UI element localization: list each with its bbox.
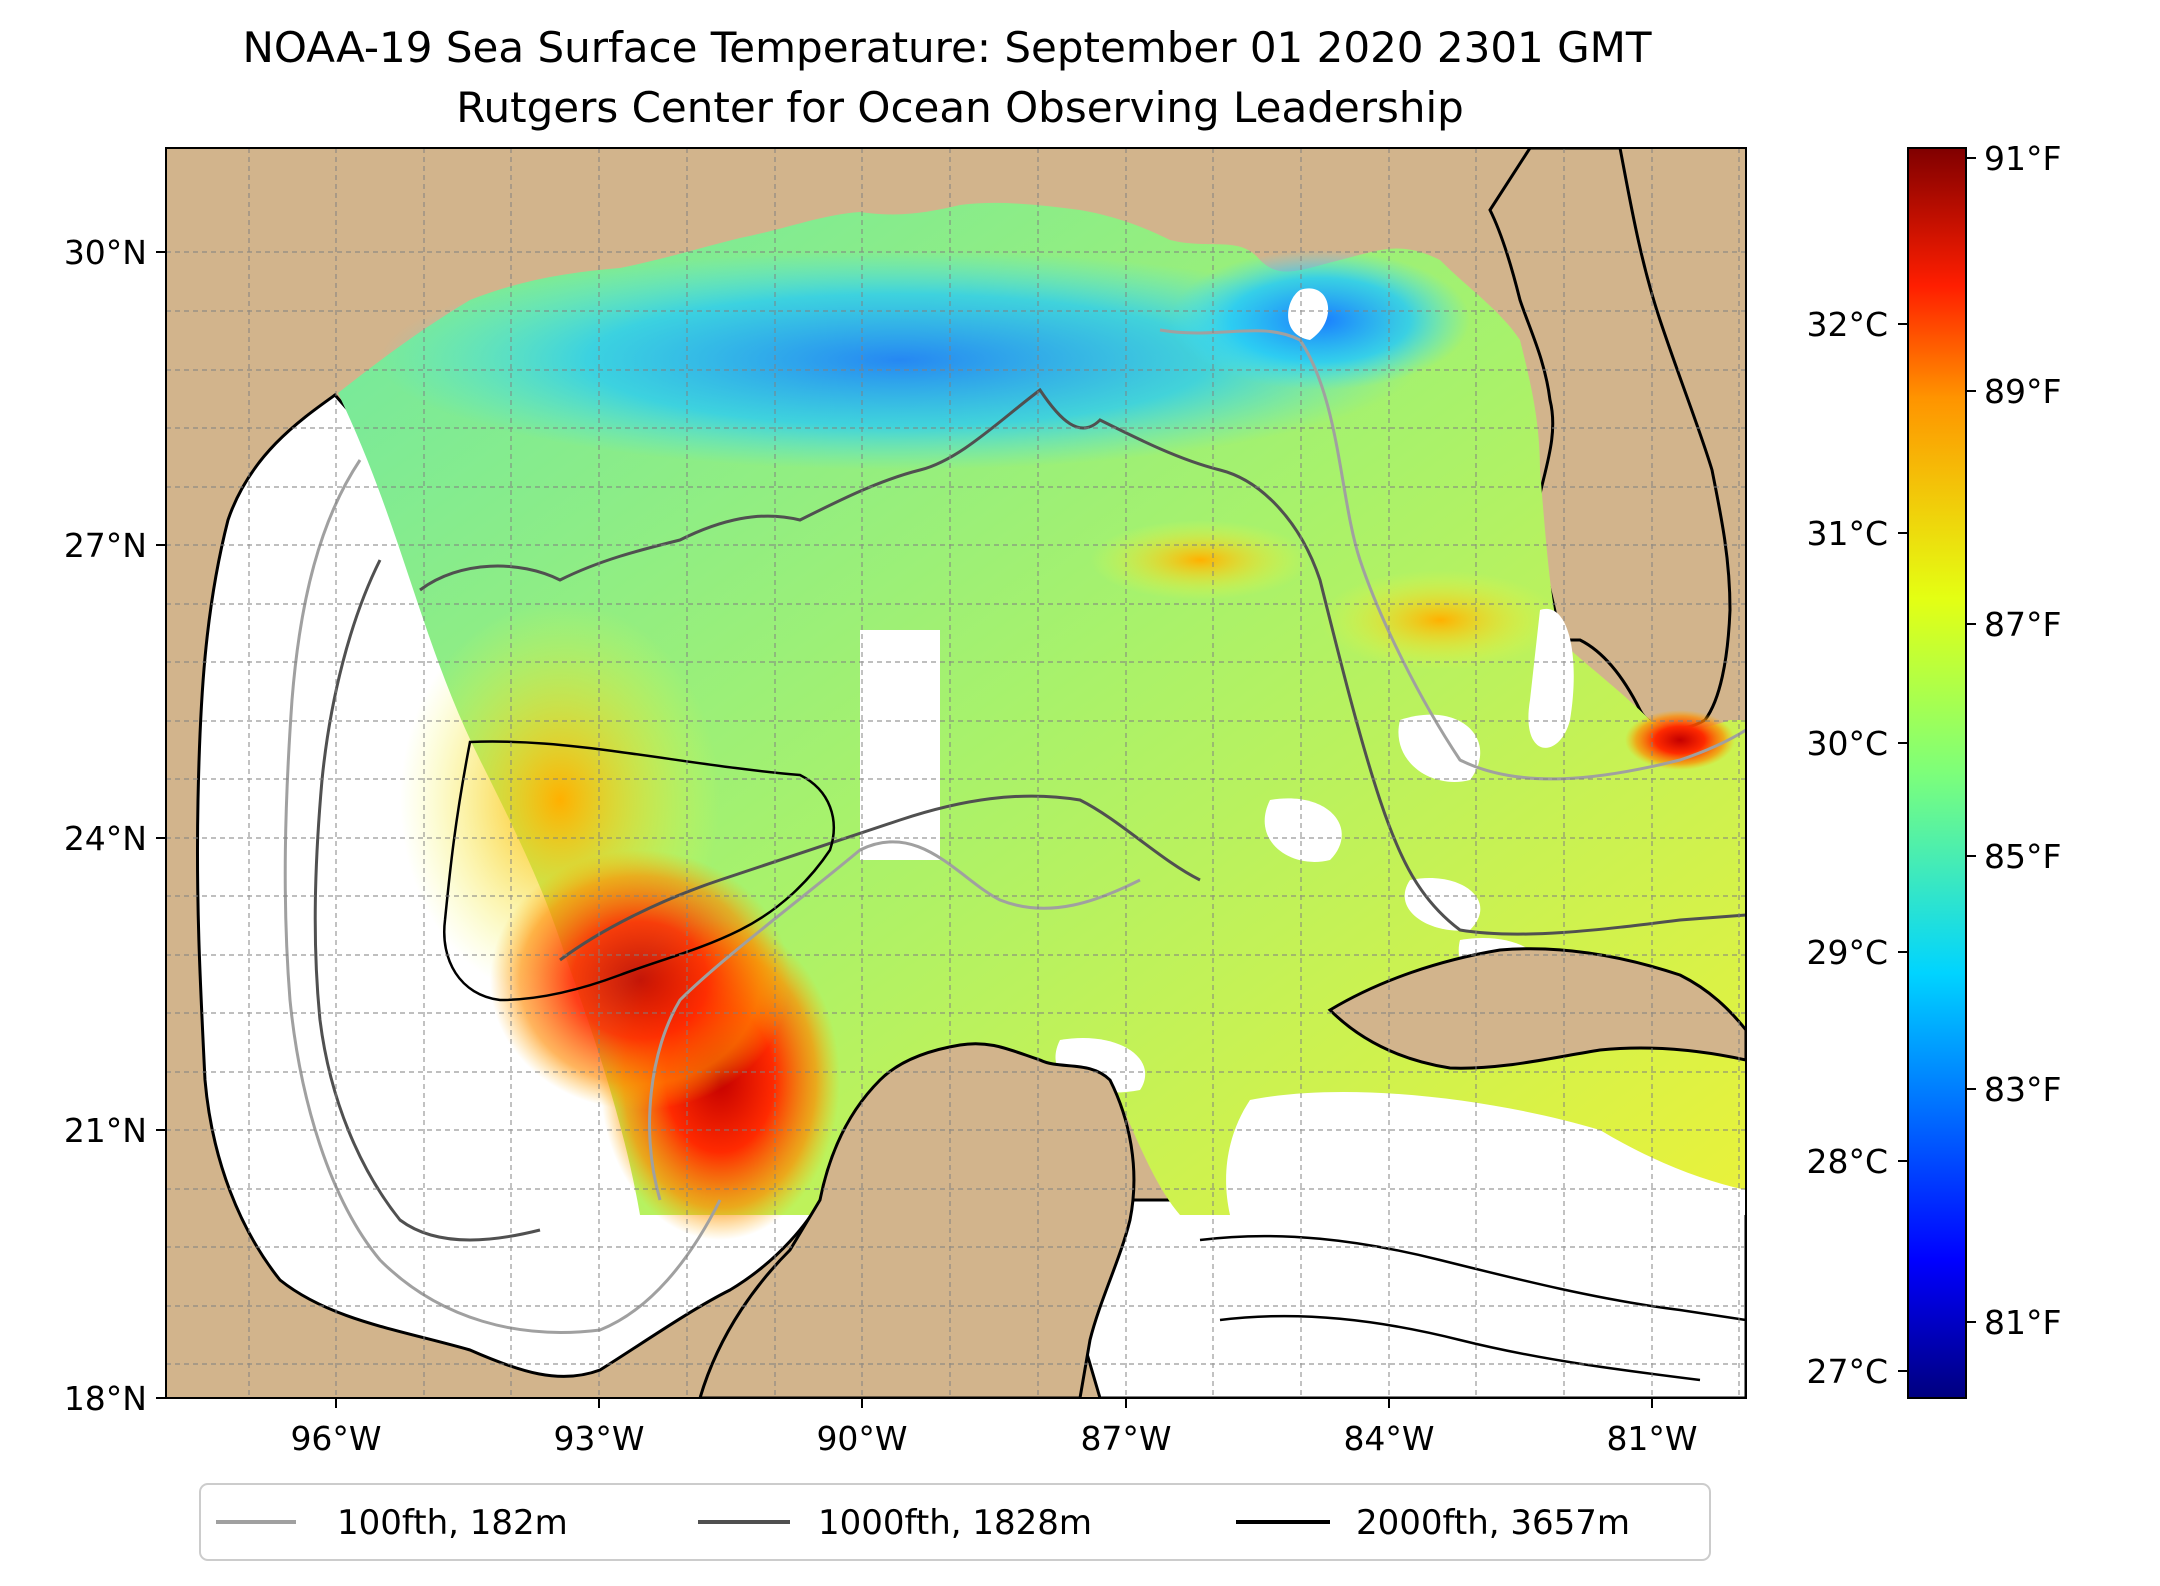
cb-c-28: 28°C xyxy=(1806,1142,1888,1181)
colorbar-c-ticks xyxy=(1898,323,1908,1372)
bathymetry-contours xyxy=(283,328,1746,1382)
legend-label-2000fth: 2000fth, 3657m xyxy=(1356,1503,1630,1543)
map-panel xyxy=(166,148,1746,1398)
lon-label-93w: 93°W xyxy=(553,1419,644,1458)
cb-f-83: 83°F xyxy=(1984,1070,2061,1109)
map-frame xyxy=(165,147,1747,1399)
cb-c-27: 27°C xyxy=(1806,1352,1888,1391)
legend-label-100fth: 100fth, 182m xyxy=(337,1503,568,1543)
cb-c-32: 32°C xyxy=(1806,305,1888,344)
cb-c-29: 29°C xyxy=(1806,933,1888,972)
contour-2000fth xyxy=(443,740,1746,1382)
legend: 100fth, 182m 1000fth, 1828m 2000fth, 365… xyxy=(199,1483,1711,1561)
cb-f-81: 81°F xyxy=(1984,1303,2061,1342)
cb-f-87: 87°F xyxy=(1984,605,2061,644)
cuba-land xyxy=(1327,947,1746,1070)
contour-1000fth xyxy=(313,387,1746,1242)
warm-eastern xyxy=(1320,570,1560,670)
latitude-axis xyxy=(156,251,166,1399)
cb-c-30: 30°C xyxy=(1806,724,1888,763)
warm-central xyxy=(1090,520,1310,600)
lon-label-81w: 81°W xyxy=(1606,1419,1697,1458)
map-gridlines xyxy=(166,148,1746,1398)
lat-label-27n: 27°N xyxy=(64,526,147,565)
lon-label-84w: 84°W xyxy=(1343,1419,1434,1458)
lat-label-18n: 18°N xyxy=(64,1379,147,1418)
hot-western-gulf xyxy=(490,850,790,1110)
lon-label-87w: 87°W xyxy=(1080,1419,1171,1458)
longitude-axis xyxy=(335,1398,1653,1408)
lat-label-21n: 21°N xyxy=(64,1111,147,1150)
colorbar xyxy=(1907,147,1967,1399)
lat-label-30n: 30°N xyxy=(64,233,147,272)
lat-label-24n: 24°N xyxy=(64,819,147,858)
cb-f-85: 85°F xyxy=(1984,837,2061,876)
contour-100fth xyxy=(283,328,1746,1334)
cb-f-89: 89°F xyxy=(1984,372,2061,411)
cb-c-31: 31°C xyxy=(1806,514,1888,553)
cb-f-91: 91°F xyxy=(1984,139,2061,178)
figure-title-line1: NOAA-19 Sea Surface Temperature: Septemb… xyxy=(242,23,1651,72)
legend-box xyxy=(199,1483,1711,1561)
colorbar-f-ticks xyxy=(1966,157,1976,1323)
legend-label-1000fth: 1000fth, 1828m xyxy=(818,1503,1092,1543)
figure-title-line2: Rutgers Center for Ocean Observing Leade… xyxy=(456,83,1464,132)
cloud-gaps xyxy=(860,288,1746,1215)
cool-coastal-band xyxy=(380,250,1420,470)
lon-label-96w: 96°W xyxy=(290,1419,381,1458)
lon-label-90w: 90°W xyxy=(816,1419,907,1458)
